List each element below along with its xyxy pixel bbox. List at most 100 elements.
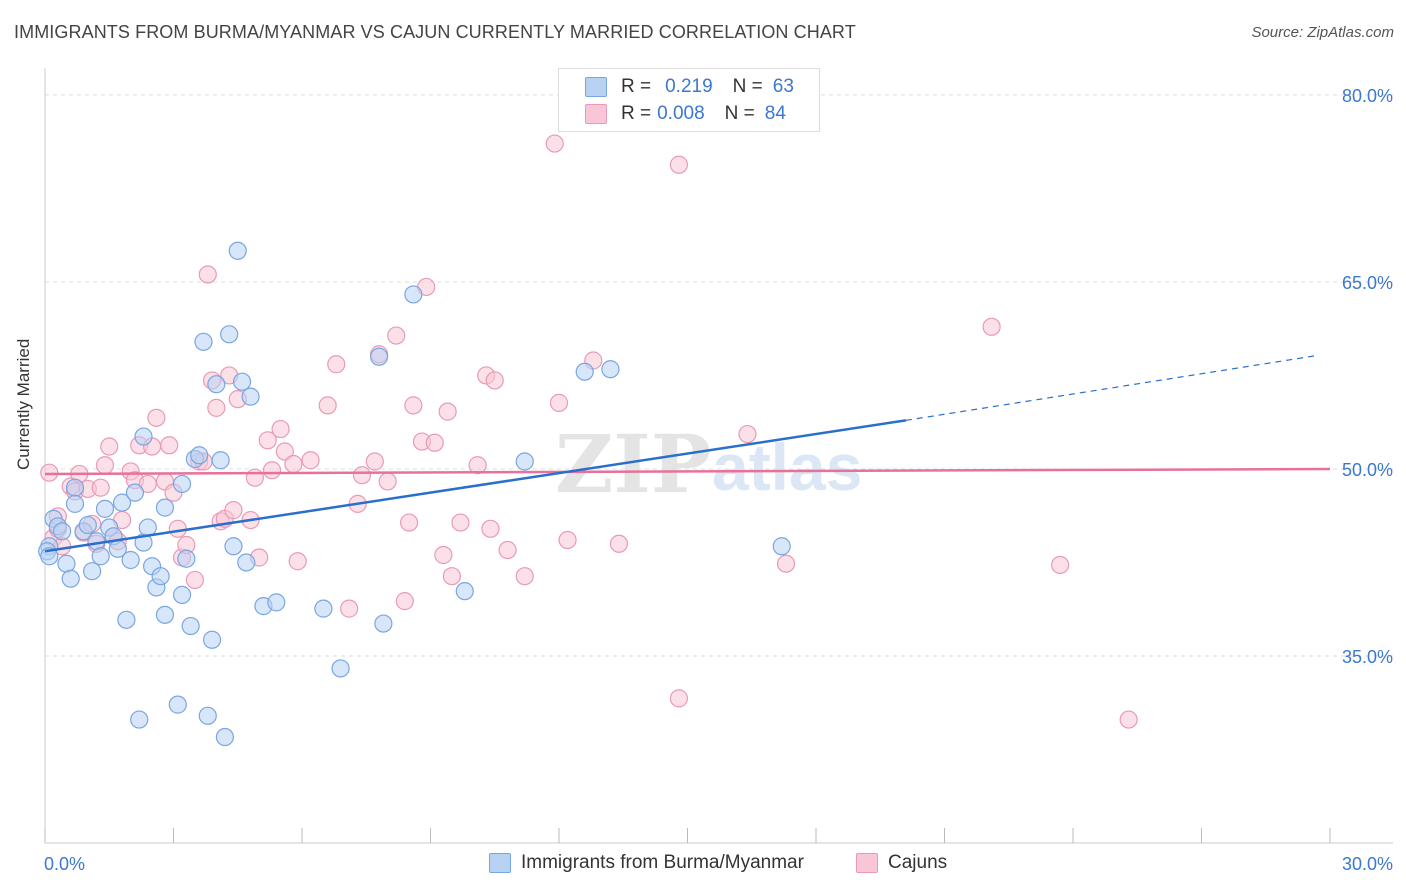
burma-point [117,610,136,629]
r-label: R = [621,76,652,97]
burma-point [404,285,423,304]
legend-row-cajuns: R = 0.008 N = 84 [585,102,786,126]
cajuns-trendline [44,467,1331,476]
burma-point [772,537,791,556]
burma-point [370,347,389,366]
burma-point [314,599,333,618]
burma-point [237,553,256,572]
cajuns-point [284,454,303,474]
burma-point [331,659,350,678]
cajuns-point [669,689,689,708]
cajuns-point [301,451,320,470]
burma-point [177,549,196,568]
burma-point [194,332,213,351]
cajuns-point [738,424,757,444]
source-credit: Source: ZipAtlas.com [1251,24,1394,41]
cajuns-point [558,530,577,550]
cajuns-point [245,468,264,487]
cajuns-point [549,393,569,412]
cajuns-point [609,534,629,553]
chart-title: IMMIGRANTS FROM BURMA/MYANMAR VS CAJUN C… [14,22,856,42]
x-tick-label: 0.0% [44,854,85,874]
burma-point [151,567,170,586]
cajuns-point [318,396,337,415]
cajuns-point [207,398,226,417]
burma-point [190,446,209,465]
cajuns-point [1119,710,1138,729]
burma-point [53,522,72,541]
burma-point [95,499,115,518]
y-tick-label: 80.0% [1342,86,1393,106]
y-tick-label: 35.0% [1342,647,1393,667]
burma-point [65,478,85,497]
y-tick-label: 50.0% [1342,460,1393,480]
r-value: 0.219 [665,76,713,97]
pink-swatch [585,104,607,124]
cajuns-point [95,456,115,475]
burma-point [172,474,192,494]
burma-trendline-extension [905,354,1318,421]
burma-point [57,554,76,573]
cajuns-point [258,431,277,450]
burma-point [211,451,230,470]
y-tick-label: 65.0% [1342,273,1393,293]
burma-point [61,569,80,588]
cajuns-point [185,570,205,590]
cajuns-point [404,396,423,415]
burma-point [207,375,226,394]
legend-label-cajuns: Cajuns [888,852,948,873]
cajuns-point [485,371,504,390]
watermark-zip: ZIP [555,417,711,511]
pink-swatch [856,853,878,873]
cajuns-point [168,519,187,538]
burma-point [215,727,234,747]
cajuns-point [498,540,517,560]
n-value: 84 [764,103,786,124]
r-value: 0.008 [657,103,705,124]
cajuns-point [515,567,534,586]
legend-item-burma: Immigrants from Burma/Myanmar [489,852,804,874]
burma-point [130,710,149,729]
watermark-atlas: atlas [712,430,862,504]
legend-item-cajuns: Cajuns [856,852,947,874]
burma-point [112,493,132,512]
cajuns-point [327,355,346,374]
cajuns-point [425,433,444,452]
trendlines [44,354,1331,553]
burma-point [168,695,187,714]
burma-point [601,360,620,379]
cajuns-point [776,554,796,573]
burma-point [172,585,192,604]
burma-point [198,706,217,725]
cajuns-point [451,513,470,532]
cajuns-point [160,436,179,455]
blue-swatch [585,77,607,97]
n-label: N = [724,103,755,124]
r-label: R = [621,103,652,124]
burma-point [575,362,594,381]
cajuns-point [198,265,217,284]
cajuns-point [434,545,453,565]
series-legend: Immigrants from Burma/Myanmar Cajuns [0,852,1406,878]
cajuns-point [288,552,307,571]
burma-trendline [44,419,907,553]
cajuns-point [982,317,1001,336]
watermark: ZIP atlas [555,417,862,511]
correlation-legend: R = 0.219 N = 63 R = 0.008 N = 84 [558,68,820,132]
burma-point [202,630,222,649]
burma-point [78,515,97,535]
burma-point [121,550,140,570]
cajuns-point [442,567,462,586]
cajuns-point [352,466,372,485]
cajuns-point [100,437,119,456]
n-label: N = [732,76,763,97]
cajuns-point [275,442,294,461]
burma-point [40,547,59,566]
legend-row-burma: R = 0.219 N = 63 [585,75,794,99]
burma-point [232,372,252,391]
cajuns-point [224,501,243,520]
x-tick-label: 30.0% [1342,854,1393,874]
cajuns-point [1051,555,1070,575]
n-value: 63 [772,76,794,97]
